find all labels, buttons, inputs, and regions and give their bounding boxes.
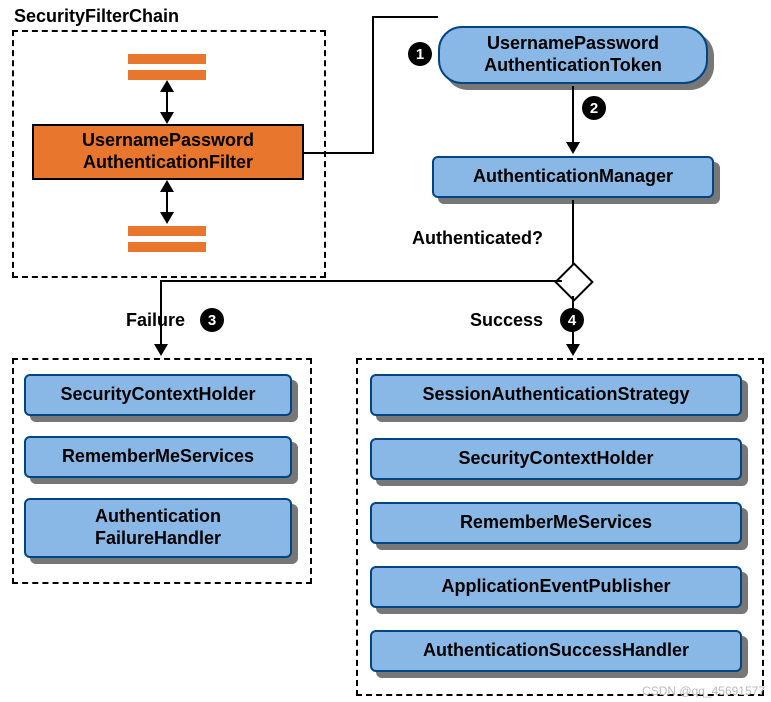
top-bar-2 [128,70,206,80]
success-item-4: AuthenticationSuccessHandler [370,630,742,672]
bottom-bar-2 [128,242,206,252]
token-line2: AuthenticationToken [484,55,662,77]
success-item-2: RememberMeServices [370,502,742,544]
failure-item-1: RememberMeServices [24,436,292,478]
success-item-1: SecurityContextHolder [370,438,742,480]
filter-line2: AuthenticationFilter [83,152,253,174]
authenticated-label: Authenticated? [412,228,543,249]
watermark: CSDN @qq_45691577 [642,684,765,698]
failure-item-2: Authentication FailureHandler [24,498,292,558]
step-2: 2 [582,96,606,120]
bottom-bar-1 [128,226,206,236]
filterchain-title: SecurityFilterChain [14,6,179,27]
success-item-0: SessionAuthenticationStrategy [370,374,742,416]
token-line1: UsernamePassword [487,33,659,55]
success-item-3: ApplicationEventPublisher [370,566,742,608]
step-4: 4 [560,308,584,332]
top-bar-1 [128,54,206,64]
failure-item-0: SecurityContextHolder [24,374,292,416]
step-1: 1 [408,42,432,66]
step-3: 3 [200,308,224,332]
success-label: Success [470,310,543,331]
manager-box: AuthenticationManager [432,156,714,198]
token-box: UsernamePassword AuthenticationToken [438,26,708,84]
decision-diamond [554,262,594,302]
auth-filter-box: UsernamePassword AuthenticationFilter [32,124,304,180]
diagram-root: SecurityFilterChain UsernamePassword Aut… [0,0,771,702]
filter-line1: UsernamePassword [82,130,254,152]
failure-label: Failure [126,310,185,331]
